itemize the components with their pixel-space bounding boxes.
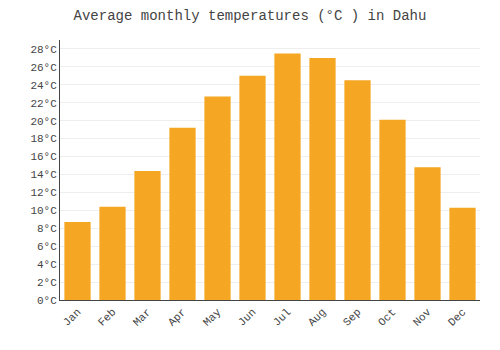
svg-text:Dec: Dec — [446, 306, 468, 328]
svg-text:6°C: 6°C — [37, 241, 57, 253]
svg-text:Jul: Jul — [271, 306, 293, 328]
svg-text:10°C: 10°C — [30, 205, 57, 217]
svg-text:Apr: Apr — [166, 306, 188, 328]
svg-text:Aug: Aug — [306, 306, 328, 328]
svg-text:0°C: 0°C — [37, 295, 57, 307]
svg-text:Average monthly temperatures (: Average monthly temperatures (°C ) in Da… — [74, 8, 427, 24]
svg-text:26°C: 26°C — [30, 62, 57, 74]
svg-text:Nov: Nov — [411, 306, 434, 329]
svg-text:24°C: 24°C — [30, 80, 57, 92]
svg-text:12°C: 12°C — [30, 187, 57, 199]
svg-text:8°C: 8°C — [37, 223, 57, 235]
svg-text:Mar: Mar — [131, 306, 153, 328]
svg-text:Jun: Jun — [236, 306, 258, 328]
svg-text:14°C: 14°C — [30, 169, 57, 181]
svg-text:Oct: Oct — [376, 306, 398, 328]
svg-text:22°C: 22°C — [30, 98, 57, 110]
svg-text:Jan: Jan — [61, 306, 83, 328]
svg-text:Sep: Sep — [341, 306, 363, 328]
svg-text:2°C: 2°C — [37, 277, 57, 289]
svg-text:18°C: 18°C — [30, 133, 57, 145]
svg-text:20°C: 20°C — [30, 116, 57, 128]
svg-text:May: May — [201, 306, 224, 329]
svg-text:4°C: 4°C — [37, 259, 57, 271]
svg-text:16°C: 16°C — [30, 151, 57, 163]
svg-text:28°C: 28°C — [30, 44, 57, 56]
svg-text:Feb: Feb — [96, 306, 118, 328]
